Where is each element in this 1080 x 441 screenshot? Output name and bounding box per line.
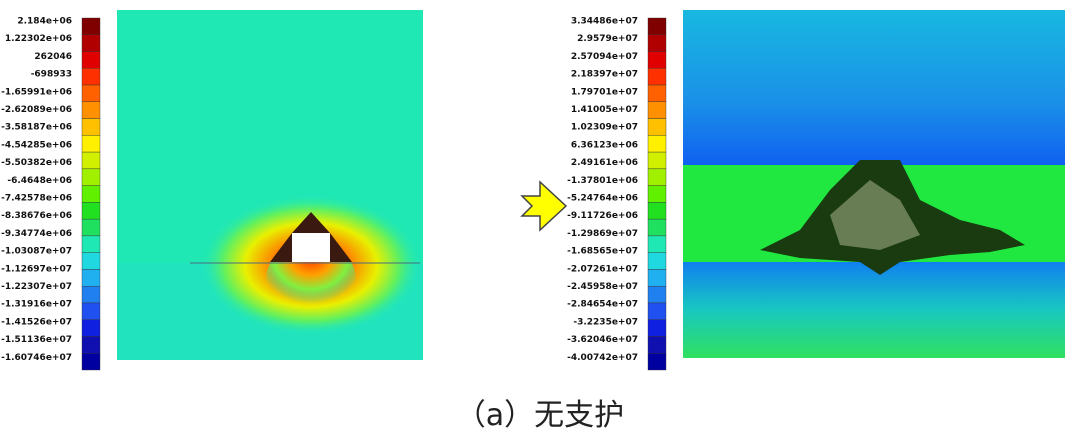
legend-swatch xyxy=(647,252,667,270)
legend-swatch xyxy=(647,218,667,237)
legend-label: -9.11726e+06 xyxy=(567,211,638,221)
legend-label: -4.54285e+06 xyxy=(1,140,72,150)
legend-swatch xyxy=(81,336,101,354)
legend-label: -7.42578e+06 xyxy=(1,194,72,204)
legend-label: -1.41526e+07 xyxy=(1,317,72,327)
legend-swatch xyxy=(81,302,101,320)
legend-swatch xyxy=(647,353,667,371)
legend-label: -3.58187e+06 xyxy=(1,123,72,133)
legend-label: -1.31916e+07 xyxy=(1,300,72,310)
legend-swatch xyxy=(647,302,667,320)
legend-swatch xyxy=(81,118,101,136)
legend-label: 2.57094e+07 xyxy=(571,52,638,62)
legend-label: -3.2235e+07 xyxy=(573,317,638,327)
legend-label: -6.4648e+06 xyxy=(7,176,72,186)
legend-swatch xyxy=(81,252,101,270)
legend-swatch xyxy=(81,168,101,186)
legend-swatch xyxy=(647,68,667,86)
legend-swatch xyxy=(647,51,667,69)
legend-label: -1.65991e+06 xyxy=(1,87,72,97)
legend-swatch xyxy=(81,68,101,86)
legend-label: -1.60746e+07 xyxy=(1,353,72,363)
legend-swatch xyxy=(647,17,667,35)
legend-swatch xyxy=(81,185,101,203)
legend-swatch xyxy=(647,118,667,136)
legend-swatch xyxy=(647,101,667,119)
legend-label: -1.51136e+07 xyxy=(1,335,72,345)
legend-label: -2.62089e+06 xyxy=(1,105,72,115)
right-contour xyxy=(683,10,1065,358)
legend-swatch xyxy=(81,202,101,220)
legend-label: 3.34486e+07 xyxy=(571,17,638,27)
legend-swatch xyxy=(81,135,101,153)
legend-swatch xyxy=(81,34,101,52)
left-contour xyxy=(117,10,423,360)
legend-label: 2.18397e+07 xyxy=(571,70,638,80)
legend-swatch xyxy=(81,17,101,35)
caption: （a）无支护 xyxy=(456,398,624,433)
legend-label: -1.37801e+06 xyxy=(567,176,638,186)
legend-label: -3.62046e+07 xyxy=(567,335,638,345)
legend-label: -1.22307e+07 xyxy=(1,282,72,292)
legend-label: -2.07261e+07 xyxy=(567,264,638,274)
legend-swatch xyxy=(81,235,101,253)
legend-label: 1.79701e+07 xyxy=(571,87,638,97)
legend-swatch xyxy=(647,202,667,220)
legend-swatch xyxy=(647,235,667,253)
legend-swatch xyxy=(81,269,101,287)
legend-swatch xyxy=(647,84,667,103)
legend-label: -1.68565e+07 xyxy=(567,247,638,257)
legend-swatch xyxy=(647,168,667,186)
legend-swatch xyxy=(647,319,667,337)
legend-label: -1.12697e+07 xyxy=(1,264,72,274)
legend-swatch xyxy=(81,101,101,119)
legend-swatch xyxy=(647,336,667,354)
legend-swatch xyxy=(647,269,667,287)
legend-swatch xyxy=(647,151,667,170)
legend-label: -1.03087e+07 xyxy=(1,247,72,257)
legend-swatch xyxy=(647,285,667,304)
legend-swatch xyxy=(81,51,101,69)
legend-label: -4.00742e+07 xyxy=(567,353,638,363)
legend-label: -698933 xyxy=(31,70,72,80)
legend-swatch xyxy=(647,34,667,52)
legend-label: -9.34774e+06 xyxy=(1,229,72,239)
legend-label: -2.84654e+07 xyxy=(567,300,638,310)
legend-label: -2.45958e+07 xyxy=(567,282,638,292)
legend-swatch xyxy=(81,285,101,304)
legend-swatch xyxy=(647,185,667,203)
legend-label: -1.29869e+07 xyxy=(567,229,638,239)
legend-swatch xyxy=(81,84,101,103)
legend-label: -8.38676e+06 xyxy=(1,211,72,221)
legend-label: 2.184e+06 xyxy=(17,17,72,27)
legend-label: 262046 xyxy=(34,52,72,62)
legend-label: 1.22302e+06 xyxy=(5,34,72,44)
legend-label: 1.02309e+07 xyxy=(571,123,638,133)
legend-swatch xyxy=(81,319,101,337)
legend-label: -5.24764e+06 xyxy=(567,194,638,204)
legend-label: 2.49161e+06 xyxy=(571,158,638,168)
legend-label: 1.41005e+07 xyxy=(571,105,638,115)
legend-swatch xyxy=(647,135,667,153)
legend-label: 6.36123e+06 xyxy=(571,140,638,150)
legend-swatch xyxy=(81,218,101,237)
legend-label: -5.50382e+06 xyxy=(1,158,72,168)
legend-swatch xyxy=(81,151,101,170)
arrow xyxy=(520,180,568,232)
legend-label: 2.9579e+07 xyxy=(577,34,638,44)
legend-swatch xyxy=(81,353,101,371)
